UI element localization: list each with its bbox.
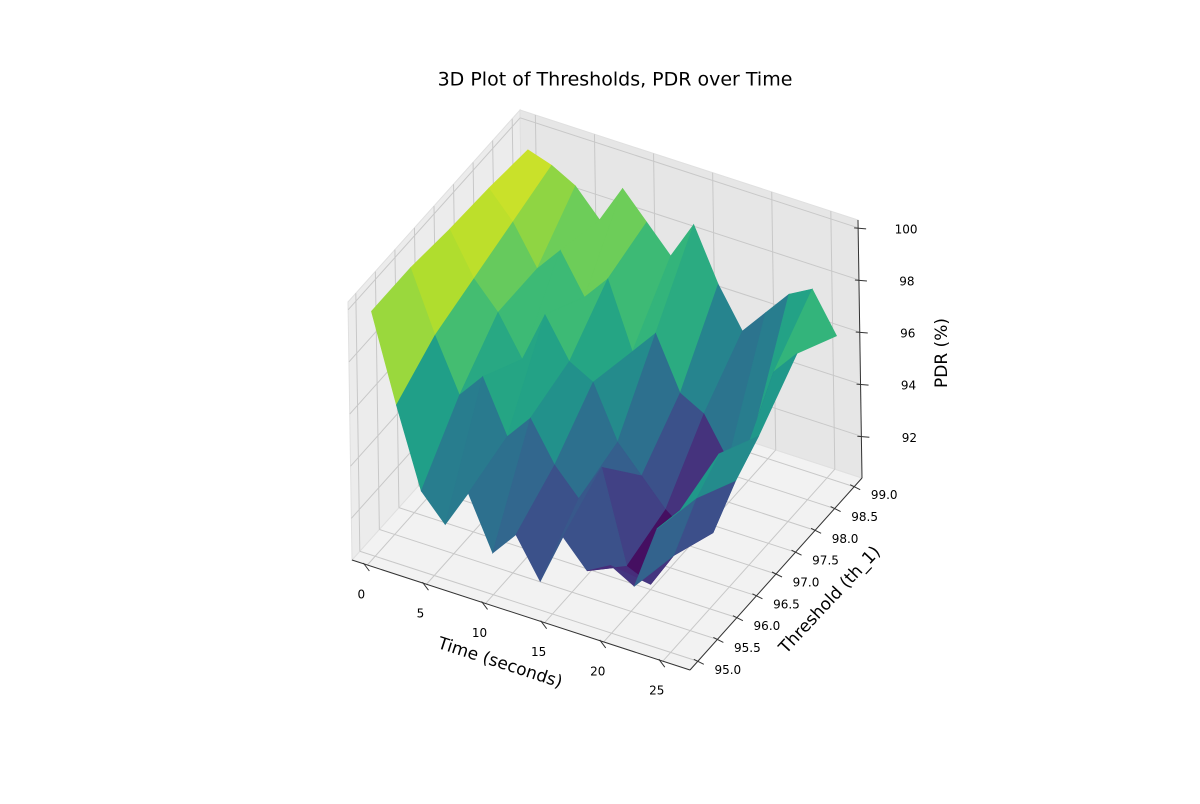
y-tick-label: 97.0 bbox=[793, 576, 820, 590]
z-axis-label: PDR (%) bbox=[932, 318, 952, 388]
tick-mark bbox=[857, 435, 870, 438]
x-tick-label: 25 bbox=[649, 684, 664, 698]
x-tick-label: 15 bbox=[531, 645, 546, 659]
x-tick-label: 20 bbox=[590, 664, 605, 678]
z-tick-label: 96 bbox=[900, 327, 915, 341]
chart-title: 3D Plot of Thresholds, PDR over Time bbox=[438, 69, 793, 91]
tick-mark bbox=[810, 527, 822, 534]
x-tick-label: 5 bbox=[417, 607, 425, 621]
x-axis-label: Time (seconds) bbox=[434, 633, 565, 692]
tick-mark bbox=[855, 331, 868, 334]
tick-mark bbox=[752, 593, 763, 600]
z-tick-label: 92 bbox=[902, 431, 917, 445]
tick-mark bbox=[771, 571, 783, 578]
y-tick-label: 97.5 bbox=[812, 554, 839, 568]
y-tick-label: 95.0 bbox=[714, 663, 741, 677]
grid-line bbox=[347, 117, 521, 311]
y-tick-label: 98.5 bbox=[851, 510, 878, 524]
y-tick-label: 95.5 bbox=[734, 641, 761, 655]
tick-mark bbox=[856, 383, 869, 386]
tick-mark bbox=[791, 549, 802, 556]
x-tick-label: 10 bbox=[472, 626, 487, 640]
z-tick-label: 94 bbox=[901, 379, 916, 393]
y-tick-label: 96.5 bbox=[773, 597, 800, 611]
tick-mark bbox=[849, 484, 861, 491]
y-tick-label: 98.0 bbox=[832, 532, 859, 546]
y-tick-label: 99.0 bbox=[871, 488, 898, 502]
tick-mark bbox=[830, 506, 841, 512]
axis-line bbox=[689, 477, 863, 671]
tick-mark bbox=[732, 615, 744, 622]
z-tick-label: 100 bbox=[895, 222, 918, 236]
z-tick-label: 98 bbox=[899, 274, 914, 288]
x-tick-label: 0 bbox=[358, 588, 366, 602]
grid-line bbox=[359, 550, 698, 662]
tick-mark bbox=[693, 658, 705, 665]
y-tick-label: 96.0 bbox=[754, 619, 781, 633]
grid-line bbox=[379, 528, 718, 640]
grid-line bbox=[519, 117, 859, 229]
axis-line bbox=[857, 219, 863, 479]
tick-mark bbox=[713, 637, 724, 643]
grid-line bbox=[398, 507, 738, 619]
tick-mark bbox=[854, 279, 867, 282]
axis-line bbox=[351, 559, 691, 671]
grid-line bbox=[830, 211, 836, 470]
grid-line bbox=[355, 293, 361, 552]
tick-mark bbox=[854, 227, 867, 230]
surface-face bbox=[656, 453, 720, 529]
